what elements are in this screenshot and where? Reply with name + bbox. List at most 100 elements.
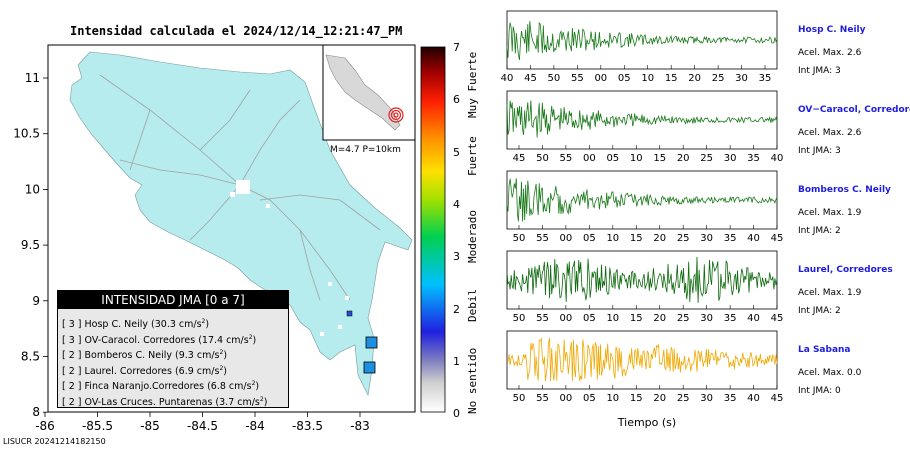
seismogram-panels[interactable]: 40 45 50 55 00 05 10 15 20 25 30 35 45 50 55 00 05 10 15 20… [495,10,795,430]
seismogram-tick-label: 55 [560,153,573,164]
seismogram-tick-label: 30 [724,153,737,164]
seismogram-tick-label: 45 [771,233,784,244]
seismogram-tick-label: 10 [606,313,619,324]
colorbar-word-muy-fuerte: Muy Fuerte [466,51,479,118]
legend-accel: (6.8 cm/s [207,381,252,393]
legend-rows: [ 3 ] Hosp C. Neily (30.3 cm/s2)[ 3 ] OV… [58,309,288,408]
seismogram-panel[interactable]: 40 45 50 55 00 05 10 15 20 25 30 35 [501,10,778,84]
colorbar-tick-label: 7 [453,41,460,54]
station-name[interactable]: La Sabana [798,345,851,355]
legend-accel: (3.7 cm/s [215,396,260,408]
seismogram-tick-label: 45 [524,73,537,84]
seismogram-tick-label: 25 [677,233,690,244]
seismogram-tick-label: 20 [688,73,701,84]
seismogram-tick-label: 15 [630,233,643,244]
seismogram-tick-label: 35 [724,313,737,324]
station-name[interactable]: Laurel, Corredores [798,265,893,275]
seismogram-tick-label: 10 [630,153,643,164]
legend-row: [ 2 ] Finca Naranjo.Corredores (6.8 cm/s… [62,380,260,393]
seismogram-tick-label: 05 [606,153,619,164]
station-name[interactable]: Bomberos C. Neily [798,185,891,195]
seismogram-trace [506,21,778,60]
inset-magnitude-label: M=4.7 P=10km [330,145,401,155]
seismogram-panel[interactable]: 50 55 00 05 10 15 20 25 30 35 40 45 [506,250,784,324]
station-marker-hosp-c-neily[interactable] [365,336,378,349]
seismogram-tick-label: 20 [653,393,666,404]
legend-jma: [ 2 ] [62,381,85,393]
seismogram-tick-label: 20 [677,153,690,164]
station-accel-max: Acel. Max. 2.6 [798,48,862,58]
legend-accel: (9.3 cm/s [175,350,220,362]
seismogram-tick-label: 00 [560,233,573,244]
seismogram-panel[interactable]: 50 55 00 05 10 15 20 25 30 35 40 45 [506,170,784,244]
seismogram-tick-label: 55 [571,73,584,84]
station-accel-max: Acel. Max. 1.9 [798,288,862,298]
seismogram-tick-label: 40 [747,233,760,244]
station-marker-laurel[interactable] [346,310,353,317]
seismogram-tick-label: 00 [583,153,596,164]
seismogram-tick-label: 45 [771,393,784,404]
seismogram-tick-label: 35 [747,153,760,164]
colorbar-word-debil: Debil [466,288,479,322]
seismogram-panel[interactable]: 50 55 00 05 10 15 20 25 30 35 40 45 [506,330,784,404]
station-accel-max: Acel. Max. 2.6 [798,128,862,138]
seismogram-tick-label: 50 [536,153,549,164]
map-y-tick-label: 8.5 [21,350,40,364]
seismogram-tick-label: 30 [700,233,713,244]
station-marker-la-sabana[interactable] [363,361,376,374]
legend-jma: [ 2 ] [62,396,85,408]
map-y-tick-label: 8 [32,405,40,419]
seismogram-tick-label: 15 [665,73,678,84]
seismogram-tick-label: 40 [747,393,760,404]
colorbar-tick-label: 4 [453,197,460,211]
seismogram-tick-label: 00 [594,73,607,84]
station-name[interactable]: OV−Caracol, Corredores [798,105,910,115]
seismogram-trace [506,100,778,138]
map-x-tick-label: -84 [245,419,265,433]
map-x-tick-label: -85 [140,419,160,433]
intensity-colorbar [420,46,446,413]
colorbar-word-fuerte: Fuerte [466,136,479,176]
map-y-tick-label: 10.5 [13,127,40,141]
seismogram-tick-label: 40 [501,73,514,84]
city-markers [230,180,349,336]
colorbar-word-no-sentido: No sentido [466,347,479,414]
seismogram-tick-label: 55 [536,233,549,244]
map-y-tick-label: 9.5 [21,238,40,252]
seismogram-panel[interactable]: 45 50 55 00 05 10 15 20 25 30 35 40 [506,90,783,164]
seismogram-tick-label: 20 [653,313,666,324]
station-accel-max: Acel. Max. 0.0 [798,368,862,378]
seismogram-tick-label: 30 [700,313,713,324]
seismogram-tick-label: 25 [700,153,713,164]
legend-station-name: OV-Caracol. Corredores [84,334,199,346]
seismogram-tick-label: 10 [606,233,619,244]
seismogram-xlabel: Tiempo (s) [617,416,676,429]
seismogram-tick-label: 20 [653,233,666,244]
station-name[interactable]: Hosp C. Neily [798,25,866,35]
seismogram-tick-label: 15 [630,313,643,324]
seismogram-tick-label: 40 [747,313,760,324]
map-y-tick-label: 9 [32,294,40,308]
map-x-tick-label: -83.5 [292,419,323,433]
seismogram-tick-label: 00 [560,313,573,324]
legend-jma: [ 3 ] [62,334,85,346]
station-int-jma: Int JMA: 2 [798,306,841,316]
seismogram-tick-label: 30 [735,73,748,84]
legend-station-name: Hosp C. Neily [84,319,152,331]
legend-header: INTENSIDAD JMA [0 a 7] [58,291,288,309]
seismogram-tick-label: 25 [677,313,690,324]
seismogram-tick-label: 25 [712,73,725,84]
seismogram-tick-label: 00 [560,393,573,404]
seismogram-tick-label: 05 [583,313,596,324]
seismogram-tick-label: 45 [771,313,784,324]
legend-accel: (30.3 cm/s [151,319,202,331]
epicenter-icon [388,107,404,123]
colorbar-tick-label: 1 [453,354,460,368]
page-title: Intensidad calculada el 2024/12/14_12:21… [70,24,403,38]
legend-row: [ 3 ] OV-Caracol. Corredores (17.4 cm/s2… [62,333,257,346]
seismogram-tick-label: 50 [513,313,526,324]
seismogram-tick-label: 55 [536,393,549,404]
map-x-tick-label: -85.5 [82,419,113,433]
legend-accel: (17.4 cm/s [198,334,249,346]
seismogram-tick-label: 50 [513,233,526,244]
